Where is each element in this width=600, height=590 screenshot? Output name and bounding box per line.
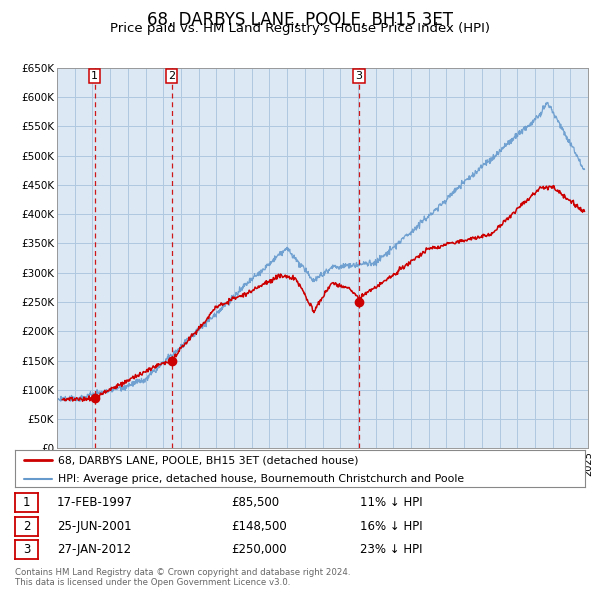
Text: 68, DARBYS LANE, POOLE, BH15 3ET: 68, DARBYS LANE, POOLE, BH15 3ET	[147, 11, 453, 29]
Text: Price paid vs. HM Land Registry's House Price Index (HPI): Price paid vs. HM Land Registry's House …	[110, 22, 490, 35]
Text: 68, DARBYS LANE, POOLE, BH15 3ET (detached house): 68, DARBYS LANE, POOLE, BH15 3ET (detach…	[58, 455, 358, 466]
Text: Contains HM Land Registry data © Crown copyright and database right 2024.
This d: Contains HM Land Registry data © Crown c…	[15, 568, 350, 587]
Text: 2: 2	[168, 71, 175, 81]
Text: 3: 3	[23, 543, 30, 556]
Text: 17-FEB-1997: 17-FEB-1997	[57, 496, 133, 509]
Text: £85,500: £85,500	[231, 496, 279, 509]
Text: 23% ↓ HPI: 23% ↓ HPI	[360, 543, 422, 556]
Text: 1: 1	[23, 496, 30, 509]
Text: 16% ↓ HPI: 16% ↓ HPI	[360, 520, 422, 533]
Text: 27-JAN-2012: 27-JAN-2012	[57, 543, 131, 556]
Text: 2: 2	[23, 520, 30, 533]
Text: 1: 1	[91, 71, 98, 81]
Text: £148,500: £148,500	[231, 520, 287, 533]
Text: 3: 3	[356, 71, 362, 81]
Text: HPI: Average price, detached house, Bournemouth Christchurch and Poole: HPI: Average price, detached house, Bour…	[58, 474, 464, 484]
Text: £250,000: £250,000	[231, 543, 287, 556]
Text: 11% ↓ HPI: 11% ↓ HPI	[360, 496, 422, 509]
Text: 25-JUN-2001: 25-JUN-2001	[57, 520, 131, 533]
